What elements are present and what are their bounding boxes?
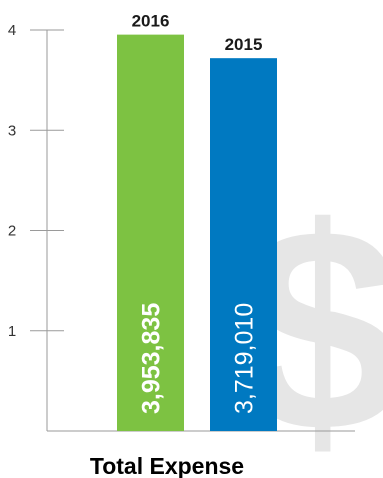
category-label: 2016 (132, 12, 170, 31)
bar-value-label: 3,719,010 (231, 303, 259, 414)
chart-title: Total Expense (90, 453, 244, 478)
bar-2015 (210, 58, 277, 431)
y-tick-label: 2 (8, 223, 16, 240)
category-label: 2015 (225, 35, 263, 54)
y-tick-label: 1 (8, 323, 16, 340)
bar-2016 (117, 34, 184, 431)
y-tick-label: 3 (8, 122, 16, 139)
bar-value-label: 3,953,835 (138, 303, 166, 414)
y-tick-label: 4 (8, 22, 16, 39)
